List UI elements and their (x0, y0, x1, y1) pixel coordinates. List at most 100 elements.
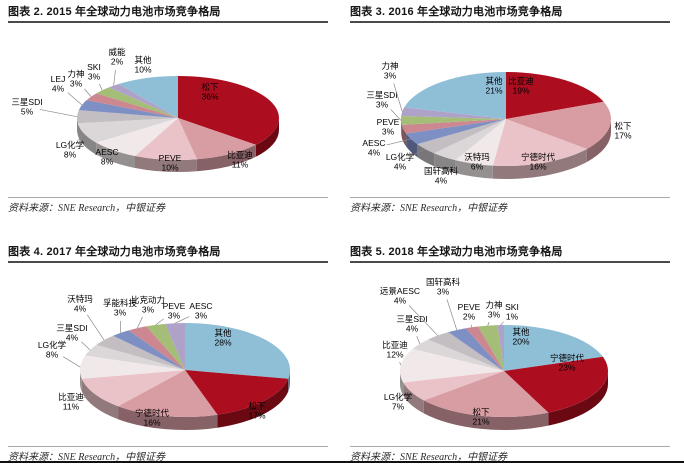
slice-label: 威能 2% (108, 47, 126, 67)
label-leader-line (86, 314, 105, 341)
pie-chart-2016: 比亚迪 19% 松下 17% 宁德时代 16% 沃特玛 6%国轩高科 4% LG化学 4%AESC 4… (362, 61, 632, 186)
slice-label: PEVE 3% (377, 117, 400, 137)
label-leader-line (408, 305, 438, 336)
pie-slice-远景AESC (428, 332, 504, 371)
pie-chart-2017: 其他 28% 松下 17% 宁德时代 16% 比亚迪 11% LG化学 8%三星SDI 4% 沃特玛 4… (38, 294, 290, 430)
pie-slice-松下 (178, 76, 279, 145)
pie-chart-2018: 其他 20% 宁德时代 23% 松下 21% LG化学 7% 比亚迪 12% 三星SDI 4% 远景AE… (380, 277, 608, 430)
pie-slice-宁德时代 (118, 370, 218, 417)
slice-label: LG化学 4% (386, 152, 415, 172)
pie-slice-side (288, 370, 290, 392)
pie-slice-比亚迪 (506, 72, 604, 119)
slice-label: PEVE 3% (163, 301, 186, 321)
pie-slice-宁德时代 (492, 119, 587, 166)
pie-slice-LG化学 (403, 371, 504, 401)
slice-label: 力神 3% (67, 69, 84, 89)
pie-slice-力神 (86, 93, 178, 118)
pie-slice-side (403, 382, 424, 414)
pie-slice-三星SDI (412, 339, 504, 371)
pie-slice-AESC (165, 323, 185, 370)
slice-label: 远景AESC 4% (380, 286, 420, 306)
pie-slice-PEVE (401, 119, 506, 134)
pie-slice-松下 (506, 101, 611, 149)
label-leader-line (174, 316, 190, 324)
chart-panel-2018: 图表 5. 2018 年全球动力电池市场竞争格局 其他 20% 宁德时代 23% 松下 2… (342, 232, 684, 464)
pie-slice-比克动力 (128, 326, 185, 370)
footer-rule (8, 197, 328, 198)
pie-slice-比亚迪 (400, 348, 504, 383)
slice-label: 三星SDI 3% (366, 90, 397, 110)
pie-slice-沃特玛 (455, 119, 506, 166)
pie-slice-side (118, 406, 218, 430)
pie-slice-SKI (497, 325, 504, 371)
chart-title: 图表 5. 2018 年全球动力电池市场竞争格局 (350, 246, 563, 258)
pie-chart-2015: 松下 36% 比亚迪 11% PEVE 10% AESC 8% LG化学 8% 三星SDI 5% LEJ… (11, 47, 279, 173)
pie-slice-其他 (118, 76, 178, 118)
footer-rule (350, 197, 670, 198)
chart-title: 图表 3. 2016 年全球动力电池市场竞争格局 (350, 6, 563, 18)
pie-slice-side (423, 400, 549, 430)
source-note: 资料来源：SNE Research，中银证券 (8, 452, 166, 463)
slice-label: 沃特玛 4% (67, 294, 93, 314)
chart-panel-2016: 图表 3. 2016 年全球动力电池市场竞争格局 比亚迪 19% 松下 17% 宁德时代… (342, 0, 684, 232)
title-rule (350, 21, 670, 23)
pie-slice-AESC (406, 119, 506, 145)
slice-label: 宁德时代 16% (135, 408, 170, 428)
slice-label: 比亚迪 19% (508, 76, 534, 96)
slice-label: 其他 28% (214, 328, 232, 348)
pie-slice-side (217, 378, 289, 428)
label-leader-line (393, 83, 403, 112)
footer-rule (350, 446, 670, 447)
pie-slice-side (586, 119, 611, 162)
footer-rule (8, 446, 328, 447)
label-leader-line (83, 393, 95, 399)
pie-slice-孚能科技 (113, 330, 185, 370)
slice-label: AESC 3% (189, 301, 212, 321)
label-leader-line (411, 148, 426, 157)
label-leader-line (67, 92, 83, 106)
slice-label: 沃特玛 6% (464, 152, 490, 172)
pie-slice-side (255, 118, 279, 157)
label-leader-line (442, 156, 445, 164)
label-leader-line (399, 362, 402, 366)
label-leader-line (416, 335, 421, 345)
slice-label: PEVE 10% (159, 153, 182, 173)
pie-slice-side (96, 142, 135, 169)
slice-label: 国轩高科 3% (426, 277, 461, 297)
pie-slice-LG化学 (80, 355, 185, 379)
pie-slice-国轩高科 (434, 119, 506, 161)
slice-label: SKI 1% (505, 302, 519, 322)
label-leader-line (137, 316, 143, 329)
slice-label: 宁德时代 16% (521, 152, 556, 172)
pie-slice-side (400, 371, 404, 396)
label-leader-line (487, 321, 490, 326)
label-leader-line (81, 341, 91, 351)
pie-slice-三星SDI (401, 116, 506, 125)
slice-label: 比亚迪 11% (227, 150, 253, 170)
slice-label: 比亚迪 11% (58, 392, 84, 412)
label-leader-line (155, 318, 164, 326)
pie-slice-其他 (504, 325, 603, 371)
pie-slice-LG化学 (417, 119, 506, 154)
label-leader-line (78, 133, 85, 141)
pie-slice-LG化学 (77, 118, 178, 143)
chart-panel-2017: 图表 4. 2017 年全球动力电池市场竞争格局 其他 28% 松下 17% 宁德时代 1… (0, 232, 342, 464)
slice-label: 松下 17% (614, 121, 632, 141)
pie-slice-side (196, 144, 256, 172)
pie-slice-三星SDI (85, 344, 185, 370)
label-leader-line (446, 299, 458, 331)
source-note: 资料来源：SNE Research，中银证券 (350, 452, 508, 463)
slice-label: 力神 3% (485, 300, 502, 320)
slice-label: LEJ 4% (51, 74, 66, 94)
slice-label: 三星SDI 4% (396, 314, 427, 334)
slice-label: 松下 17% (248, 401, 266, 421)
pie-slice-side (77, 123, 97, 155)
pie-slice-力神 (478, 325, 504, 371)
pie-slice-side (134, 156, 197, 172)
slice-label: 力神 3% (381, 61, 398, 81)
slice-label: 其他 21% (485, 76, 503, 96)
chart-title: 图表 4. 2017 年全球动力电池市场竞争格局 (8, 246, 221, 258)
pie-slice-side (417, 144, 435, 167)
label-leader-line (113, 69, 116, 86)
